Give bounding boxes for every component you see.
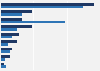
Bar bbox=[1, 36, 12, 38]
Bar bbox=[1, 48, 12, 50]
Bar bbox=[1, 28, 17, 31]
Bar bbox=[1, 40, 17, 43]
Bar bbox=[1, 58, 5, 61]
Bar bbox=[1, 63, 4, 65]
Bar bbox=[1, 33, 19, 36]
Bar bbox=[1, 6, 83, 8]
Bar bbox=[1, 50, 10, 53]
Bar bbox=[1, 21, 65, 23]
Bar bbox=[1, 18, 22, 21]
Bar bbox=[1, 55, 10, 58]
Bar bbox=[1, 43, 8, 46]
Bar bbox=[1, 3, 94, 6]
Bar bbox=[1, 13, 22, 16]
Bar bbox=[1, 10, 32, 13]
Bar bbox=[1, 65, 6, 68]
Bar bbox=[1, 25, 32, 28]
